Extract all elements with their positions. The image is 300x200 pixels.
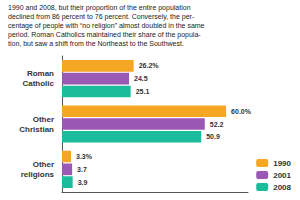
svg-text:2008: 2008 (273, 183, 291, 192)
svg-text:26.2%: 26.2% (139, 62, 160, 69)
svg-text:Other: Other (33, 160, 54, 169)
svg-text:tion, but saw a shift from the: tion, but saw a shift from the Northeast… (8, 40, 184, 47)
svg-text:1990 and 2008, but their propo: 1990 and 2008, but their proportion of t… (8, 4, 191, 12)
svg-text:period. Roman Catholics mainta: period. Roman Catholics maintained their… (8, 31, 201, 39)
svg-text:centage of people with “no rel: centage of people with “no religion” alm… (8, 22, 205, 30)
svg-text:Roman: Roman (27, 69, 54, 78)
svg-text:religions: religions (21, 170, 55, 179)
svg-text:50.9: 50.9 (206, 133, 220, 140)
svg-text:3.3%: 3.3% (76, 153, 93, 160)
svg-text:3.9: 3.9 (78, 179, 88, 186)
svg-text:Catholic: Catholic (22, 79, 54, 88)
svg-text:60.0%: 60.0% (231, 108, 252, 115)
svg-text:24.5: 24.5 (134, 75, 148, 82)
svg-text:2001: 2001 (273, 171, 291, 180)
svg-text:3.7: 3.7 (77, 166, 87, 173)
svg-text:Other: Other (33, 115, 54, 124)
svg-text:52.2: 52.2 (210, 121, 224, 128)
svg-text:declined from 86 percent to 76: declined from 86 percent to 76 percent. … (8, 13, 195, 21)
svg-text:25.1: 25.1 (136, 88, 150, 95)
svg-text:Christian: Christian (19, 125, 54, 134)
svg-text:1990: 1990 (273, 159, 291, 168)
